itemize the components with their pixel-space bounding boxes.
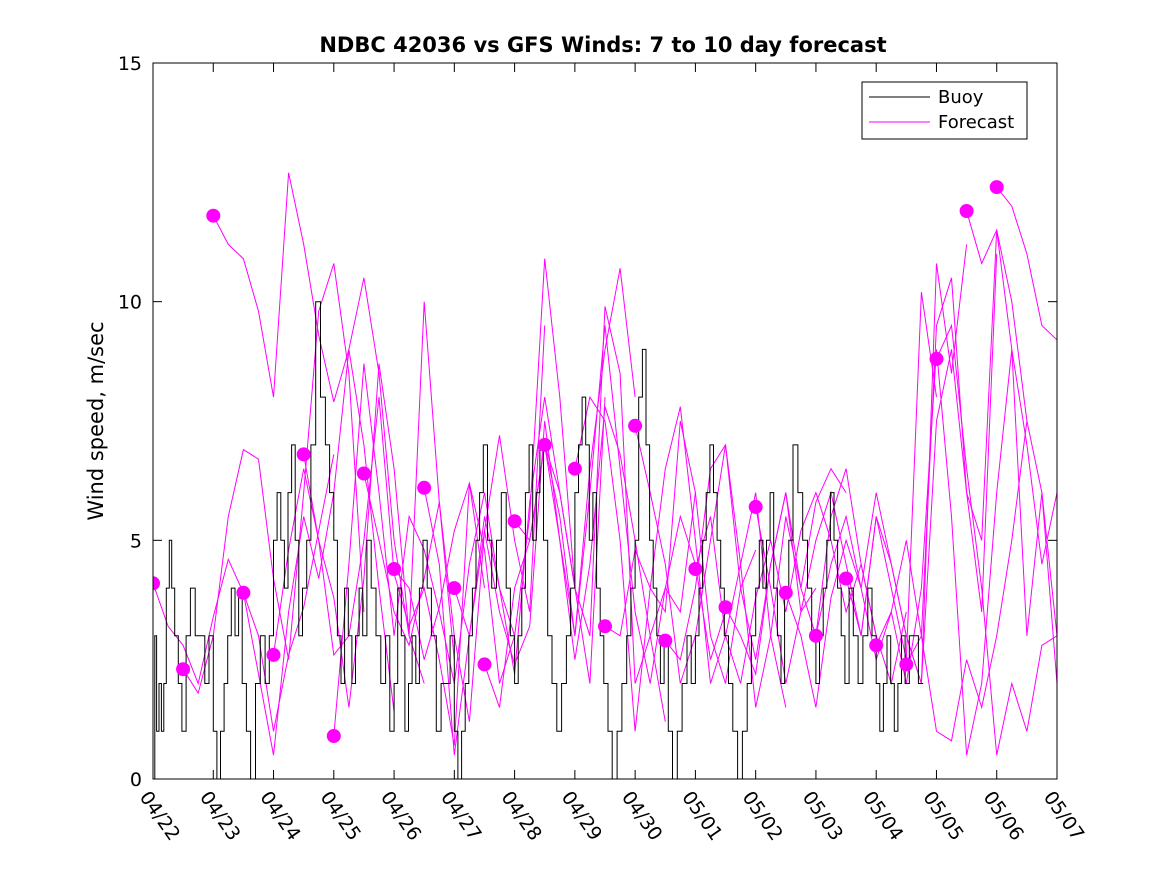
- forecast-start-marker: [658, 633, 673, 648]
- forecast-line: [664, 443, 847, 708]
- forecast-start-marker: [808, 628, 823, 643]
- forecast-start-marker: [537, 437, 552, 452]
- forecast-start-marker: [899, 657, 914, 672]
- y-tick-label: 0: [130, 769, 142, 791]
- series-group: [153, 172, 1057, 779]
- y-tick-label: 10: [118, 292, 142, 314]
- forecast-start-marker: [176, 662, 191, 677]
- forecast-start-marker: [959, 204, 974, 218]
- legend-buoy-label: Buoy: [938, 87, 984, 108]
- forecast-start-marker: [266, 647, 281, 662]
- forecast-line: [996, 186, 1057, 341]
- forecast-start-marker: [869, 638, 884, 653]
- chart-title: NDBC 42036 vs GFS Winds: 7 to 10 day for…: [319, 33, 886, 57]
- forecast-line: [333, 363, 516, 737]
- forecast-line: [936, 323, 1057, 756]
- forecast-line: [212, 172, 395, 713]
- forecast-start-marker: [356, 466, 371, 481]
- y-tick-label: 15: [118, 53, 142, 75]
- forecast-start-marker: [628, 418, 643, 433]
- forecast-start-marker: [153, 576, 160, 591]
- forecast-start-marker: [929, 351, 944, 366]
- y-axis-label: Wind speed, m/sec: [84, 321, 108, 520]
- forecast-line: [273, 301, 455, 708]
- legend: Buoy Forecast: [861, 81, 1028, 140]
- forecast-line: [453, 268, 636, 666]
- forecast-start-marker: [236, 585, 251, 600]
- forecast-line: [574, 395, 757, 732]
- forecast-start-marker: [507, 514, 522, 529]
- forecast-start-marker: [989, 180, 1004, 195]
- forecast-start-marker: [778, 585, 793, 600]
- forecast-start-marker: [839, 571, 854, 586]
- forecast-start-marker: [718, 600, 733, 615]
- forecast-start-marker: [688, 562, 703, 576]
- forecast-line: [966, 210, 1057, 565]
- forecast-start-marker: [387, 562, 402, 576]
- forecast-line: [393, 258, 576, 684]
- forecast-start-marker: [206, 208, 221, 223]
- forecast-line: [905, 420, 1057, 742]
- forecast-start-marker: [477, 657, 492, 672]
- buoy-line: [153, 301, 924, 779]
- forecast-line: [785, 244, 968, 708]
- forecast-start-marker: [567, 461, 582, 476]
- forecast-start-marker: [447, 581, 462, 596]
- forecast-start-marker: [326, 729, 341, 743]
- forecast-start-marker: [748, 499, 763, 514]
- legend-box: [861, 81, 1028, 140]
- forecast-start-marker: [296, 447, 311, 462]
- legend-forecast-label: Forecast: [938, 112, 1014, 133]
- y-tick-label: 5: [130, 530, 142, 552]
- plot-area: [153, 172, 1057, 779]
- axes-box: [152, 62, 1058, 780]
- forecast-start-marker: [598, 619, 612, 634]
- forecast-start-marker: [417, 480, 432, 495]
